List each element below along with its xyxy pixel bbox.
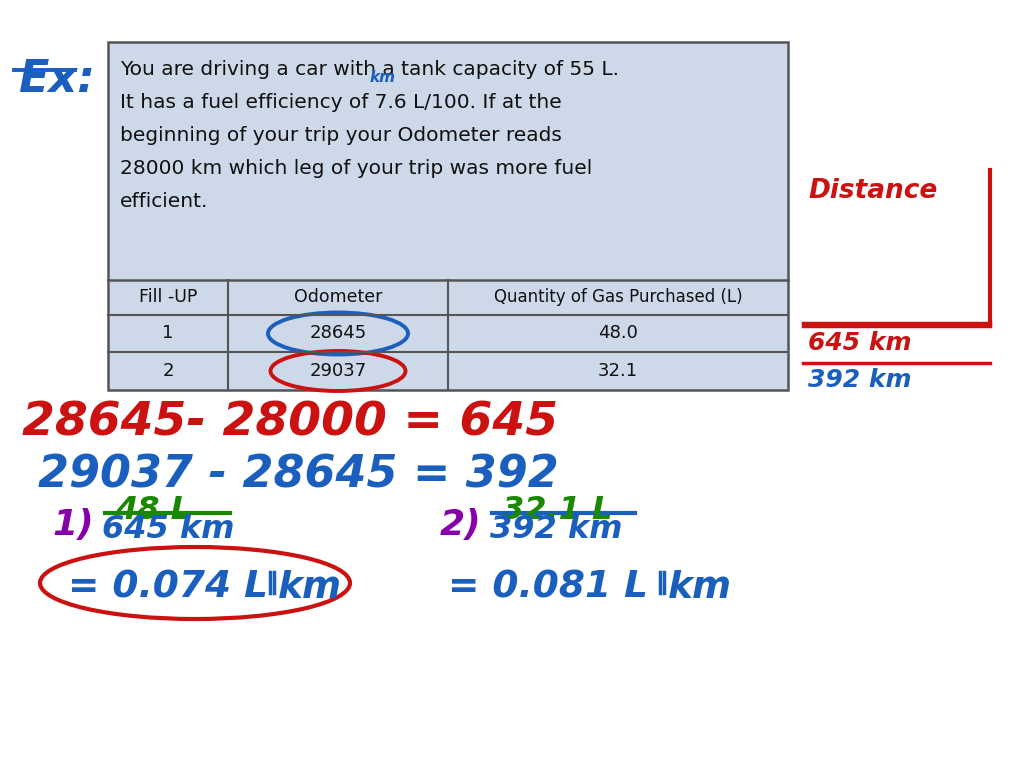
Text: 48 L: 48 L	[115, 495, 191, 526]
Text: 32.1 L: 32.1 L	[502, 495, 612, 526]
Text: 48.0: 48.0	[598, 325, 638, 343]
Text: km: km	[370, 70, 396, 85]
Text: = 0.074 L: = 0.074 L	[68, 570, 268, 606]
FancyBboxPatch shape	[108, 42, 788, 390]
Text: 29037: 29037	[309, 362, 367, 380]
Text: efficient.: efficient.	[120, 192, 208, 211]
Text: 1): 1)	[52, 508, 93, 542]
Text: 645 km: 645 km	[102, 514, 234, 545]
Text: 28000 km which leg of your trip was more fuel: 28000 km which leg of your trip was more…	[120, 159, 592, 178]
Text: beginning of your trip your Odometer reads: beginning of your trip your Odometer rea…	[120, 126, 562, 145]
Text: 392 km: 392 km	[808, 368, 911, 392]
Text: It has a fuel efficiency of 7.6 L/100. If at the: It has a fuel efficiency of 7.6 L/100. I…	[120, 93, 562, 112]
Text: 645 km: 645 km	[808, 330, 911, 355]
Text: km: km	[278, 570, 342, 606]
Text: Fill -UP: Fill -UP	[139, 289, 198, 306]
Text: 1: 1	[163, 325, 174, 343]
Text: You are driving a car with a tank capacity of 55 L.: You are driving a car with a tank capaci…	[120, 60, 618, 79]
Text: = 0.081 L: = 0.081 L	[449, 570, 648, 606]
Text: 28645- 28000 = 645: 28645- 28000 = 645	[22, 400, 558, 445]
Text: 28645: 28645	[309, 325, 367, 343]
Text: Odometer: Odometer	[294, 289, 382, 306]
Text: km: km	[668, 570, 732, 606]
Text: Quantity of Gas Purchased (L): Quantity of Gas Purchased (L)	[494, 289, 742, 306]
Text: 2): 2)	[440, 508, 481, 542]
Text: 29037 - 28645 = 392: 29037 - 28645 = 392	[38, 453, 559, 496]
Text: 392 km: 392 km	[490, 514, 623, 545]
Text: Distance: Distance	[808, 178, 937, 204]
Text: 32.1: 32.1	[598, 362, 638, 380]
Text: Ex:: Ex:	[18, 58, 95, 101]
Text: 2: 2	[162, 362, 174, 380]
